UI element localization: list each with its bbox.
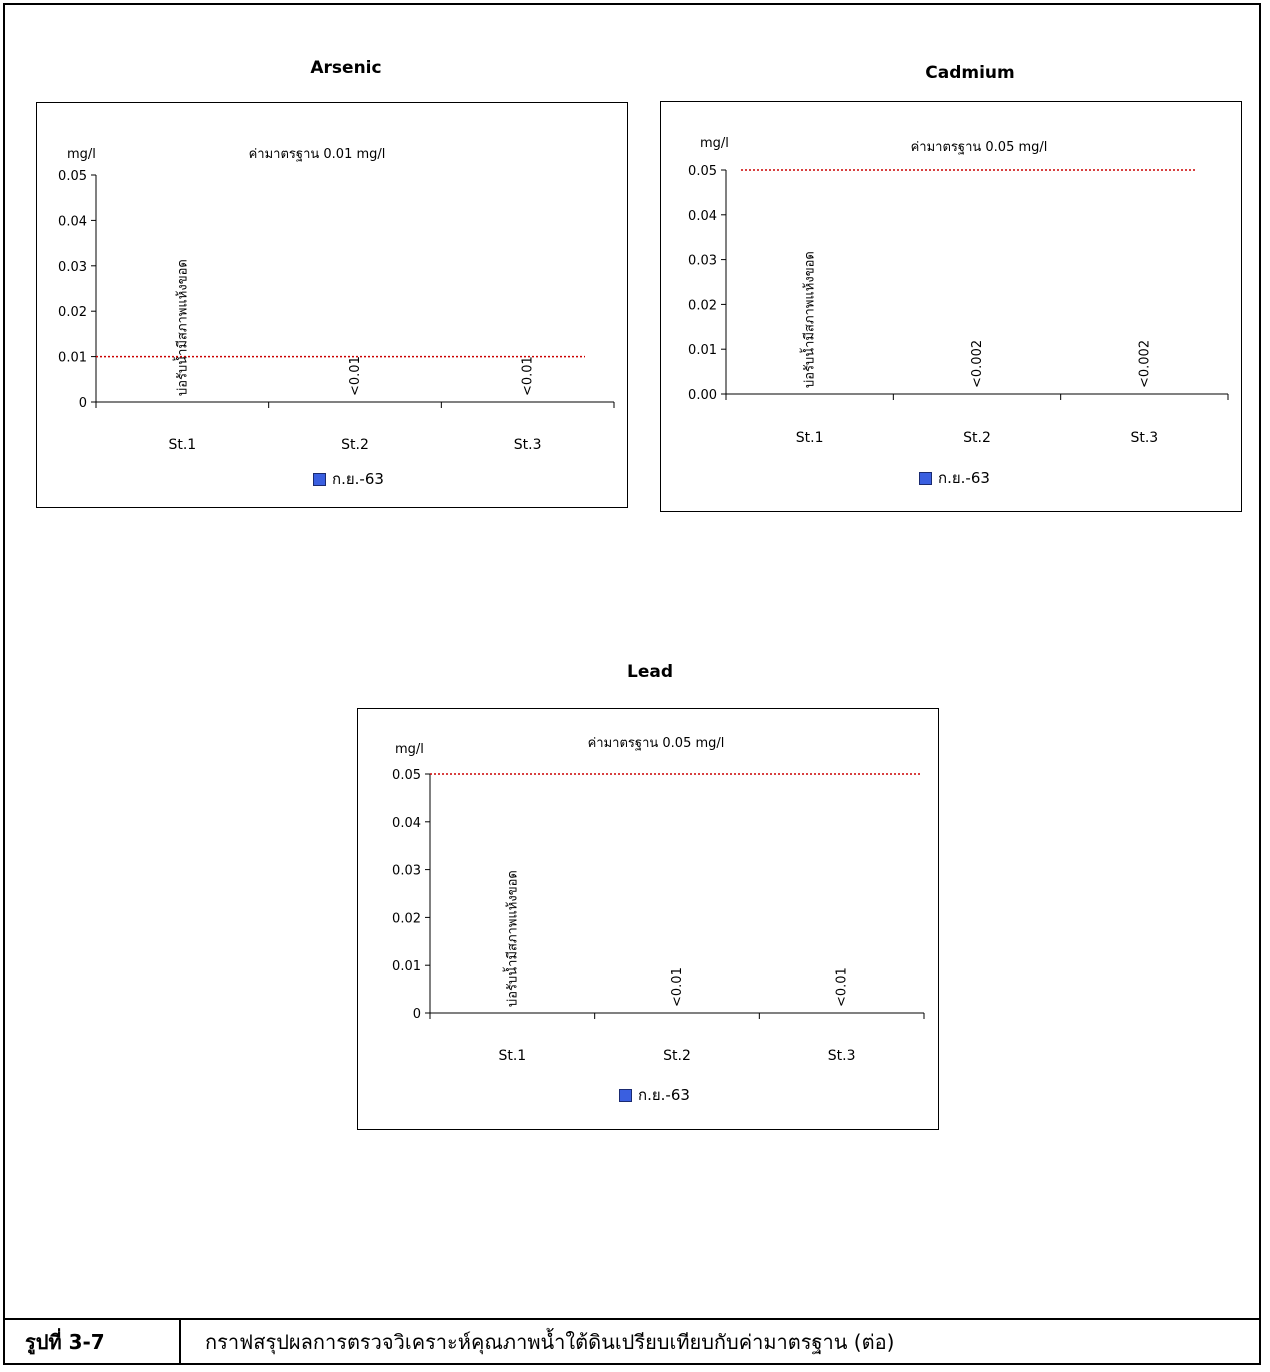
- chart-arsenic: mg/l ค่ามาตรฐาน 0.01 mg/l 0 0.01 0.02 0.03 0.0…: [36, 102, 628, 508]
- data-label: บ่อรับน้ำมีสภาพแห้งขอด: [172, 259, 190, 396]
- caption-label: รูปที่ 3-7: [25, 1330, 105, 1354]
- y-tick-label: 0.04: [392, 816, 421, 831]
- chart-title-lead: Lead: [626, 662, 673, 682]
- y-tick-label: 0.04: [58, 214, 87, 229]
- y-tick-label: 0.01: [58, 351, 87, 366]
- y-tick-label: 0.02: [392, 911, 421, 926]
- legend-label: ก.ย.-63: [332, 470, 384, 488]
- x-tick-label: St.3: [828, 1048, 856, 1064]
- chart-svg-lead: mg/l ค่ามาตรฐาน 0.05 mg/l 0 0.01 0.02 0.03 0.0…: [392, 736, 925, 1064]
- y-tick-label: 0.00: [688, 388, 717, 403]
- y-tick-label: 0.05: [392, 768, 421, 783]
- y-tick-label: 0.02: [58, 305, 87, 320]
- legend-cadmium: ก.ย.-63: [919, 466, 990, 490]
- chart-title-arsenic: Arsenic: [310, 58, 382, 78]
- y-tick-label: 0.03: [392, 864, 421, 879]
- y-tick-label: 0.04: [688, 209, 717, 224]
- legend-arsenic: ก.ย.-63: [313, 467, 384, 491]
- chart-svg-arsenic: mg/l ค่ามาตรฐาน 0.01 mg/l 0 0.01 0.02 0.03 0.0…: [58, 147, 615, 453]
- chart-title-cadmium: Cadmium: [925, 63, 1015, 83]
- data-label: <0.01: [348, 356, 363, 396]
- data-label: <0.002: [1137, 340, 1152, 388]
- y-tick-label: 0: [79, 396, 87, 411]
- legend-label: ก.ย.-63: [938, 469, 990, 487]
- y-tick-label: 0.05: [58, 169, 87, 184]
- data-label: บ่อรับน้ำมีสภาพแห้งขอด: [800, 251, 818, 388]
- standard-label: ค่ามาตรฐาน 0.01 mg/l: [249, 147, 386, 162]
- figure-frame: [3, 3, 1261, 1365]
- y-tick-label: 0.03: [688, 254, 717, 269]
- legend-label: ก.ย.-63: [638, 1086, 690, 1104]
- legend-swatch-icon: [919, 471, 932, 485]
- y-tick-label: 0.01: [392, 959, 421, 974]
- legend-swatch-icon: [619, 1088, 632, 1102]
- standard-label: ค่ามาตรฐาน 0.05 mg/l: [911, 140, 1048, 155]
- data-label: บ่อรับน้ำมีสภาพแห้งขอด: [502, 870, 520, 1007]
- y-tick-label: 0.01: [688, 343, 717, 358]
- y-axis-label: mg/l: [700, 136, 729, 151]
- legend-swatch-icon: [313, 472, 326, 486]
- x-tick-label: St.2: [663, 1048, 691, 1064]
- figure-caption: รูปที่ 3-7 กราฟสรุปผลการตรวจวิเคราะห์คุณ…: [3, 1318, 1261, 1365]
- y-tick-label: 0.02: [688, 298, 717, 313]
- x-tick-label: St.1: [168, 437, 196, 453]
- x-tick-label: St.1: [796, 430, 824, 446]
- chart-cadmium: mg/l ค่ามาตรฐาน 0.05 mg/l 0.00 0.01 0.02 0.03…: [660, 101, 1242, 512]
- legend-lead: ก.ย.-63: [619, 1083, 690, 1107]
- y-tick-label: 0.05: [688, 164, 717, 179]
- chart-svg-cadmium: mg/l ค่ามาตรฐาน 0.05 mg/l 0.00 0.01 0.02 0.03…: [688, 136, 1229, 446]
- data-label: <0.01: [835, 967, 850, 1007]
- x-tick-label: St.3: [1130, 430, 1158, 446]
- chart-lead: mg/l ค่ามาตรฐาน 0.05 mg/l 0 0.01 0.02 0.03 0.0…: [357, 708, 939, 1130]
- caption-divider: [179, 1320, 181, 1365]
- x-tick-label: St.2: [341, 437, 369, 453]
- data-label: <0.002: [970, 340, 985, 388]
- x-tick-label: St.2: [963, 430, 991, 446]
- y-axis-label: mg/l: [395, 742, 424, 757]
- y-axis-label: mg/l: [67, 147, 96, 162]
- standard-label: ค่ามาตรฐาน 0.05 mg/l: [588, 736, 725, 751]
- y-tick-label: 0: [413, 1007, 421, 1022]
- x-tick-label: St.1: [498, 1048, 526, 1064]
- x-tick-label: St.3: [514, 437, 542, 453]
- caption-text: กราฟสรุปผลการตรวจวิเคราะห์คุณภาพน้ำใต้ดิ…: [205, 1330, 895, 1354]
- data-label: <0.01: [521, 356, 536, 396]
- y-tick-label: 0.03: [58, 260, 87, 275]
- data-label: <0.01: [670, 967, 685, 1007]
